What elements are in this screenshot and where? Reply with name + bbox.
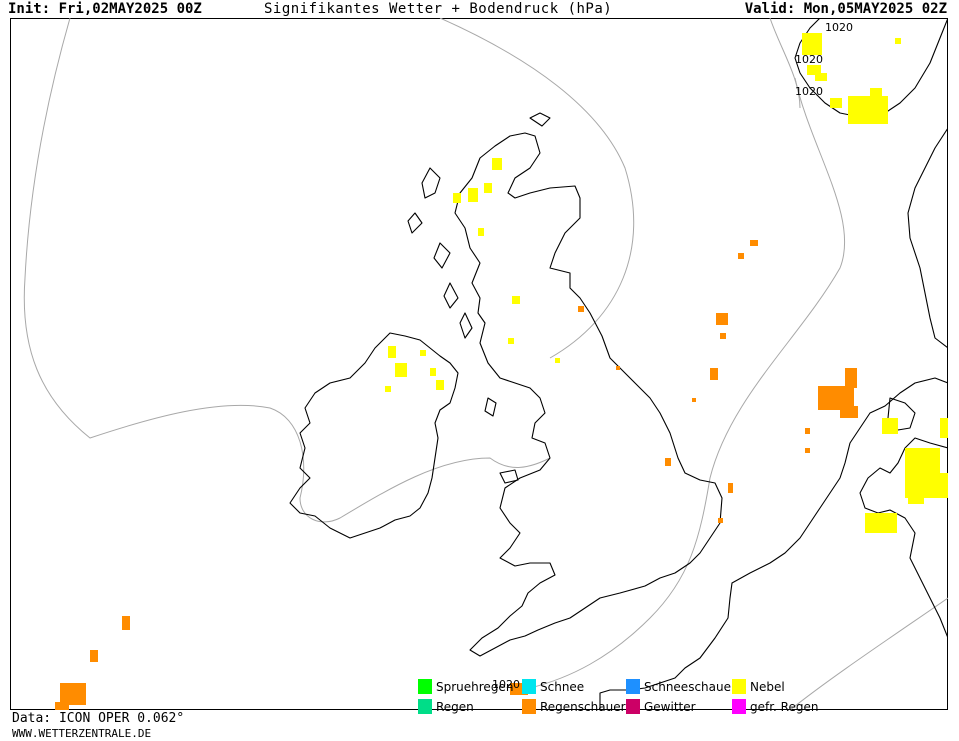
shower-patch: [728, 483, 733, 493]
shower-patch: [665, 458, 671, 466]
shower-areas: [55, 240, 858, 710]
fog-patch: [453, 193, 461, 203]
shower-patch: [805, 448, 810, 453]
anglesey-coast: [499, 469, 519, 484]
isle-of-man-coast: [484, 397, 497, 417]
fog-patch: [388, 346, 396, 358]
weather-map: 1020 1020 1020 1020: [10, 18, 948, 710]
init-time: Init: Fri,02MAY2025 00Z: [8, 1, 202, 17]
legend-label: Regen: [436, 700, 474, 714]
fog-patch: [468, 188, 478, 202]
island-coast: [433, 242, 451, 269]
fog-patch: [940, 418, 948, 438]
isobars: [23, 18, 948, 710]
legend-label: Regenschauer: [540, 700, 626, 714]
fog-patch: [848, 96, 888, 124]
legend-label: Spruehregen: [436, 680, 514, 694]
legend-swatch: [418, 679, 432, 694]
shower-patch: [578, 306, 584, 312]
isobar-line: [789, 597, 948, 710]
shower-patch: [840, 406, 858, 418]
shower-patch: [692, 398, 696, 402]
map-frame: [10, 18, 948, 710]
shower-patch: [716, 313, 728, 325]
fog-patch: [512, 296, 520, 304]
fog-patch: [908, 488, 924, 504]
fog-patch: [508, 338, 514, 344]
fog-patch: [865, 513, 897, 533]
shower-patch: [710, 368, 718, 380]
website-label: WWW.WETTERZENTRALE.DE: [12, 727, 152, 740]
fog-patch: [484, 183, 492, 193]
legend-swatch: [522, 679, 536, 694]
fog-patch: [555, 358, 560, 363]
isobar-line: [23, 18, 551, 523]
legend-label: Schneeschauer: [644, 680, 736, 694]
legend-swatch: [418, 699, 432, 714]
fog-patch: [928, 473, 948, 498]
map-title: Signifikantes Wetter + Bodendruck (hPa): [264, 1, 613, 17]
island-coast: [421, 167, 441, 199]
shower-patch: [718, 518, 723, 523]
fog-patch: [882, 418, 898, 434]
isobar-line: [439, 18, 635, 359]
norway-coast: [794, 18, 948, 119]
legend-label: Schnee: [540, 680, 585, 694]
great-britain-coast: [454, 132, 723, 657]
legend-label: Gewitter: [644, 700, 696, 714]
island-coast: [407, 212, 423, 234]
continent-coast: [599, 377, 948, 710]
data-source-label: Data: ICON OPER 0.062°: [12, 711, 185, 726]
isobar-labels: 1020 1020 1020 1020: [492, 21, 853, 691]
isobar-value-label: 1020: [492, 678, 520, 691]
legend-swatch: [732, 699, 746, 714]
isobar-value-label: 1020: [825, 21, 853, 34]
fog-patch: [802, 33, 822, 55]
shower-patch: [738, 253, 744, 259]
shower-patch: [616, 366, 620, 370]
legend-label: Nebel: [750, 680, 785, 694]
orkney-coast: [529, 112, 551, 127]
fog-patch: [478, 228, 484, 236]
sweden-coast: [907, 127, 948, 349]
fog-patch: [430, 368, 436, 376]
shower-patch: [750, 240, 758, 246]
shower-patch: [90, 650, 98, 662]
shower-patch: [845, 368, 857, 388]
legend-swatch: [626, 699, 640, 714]
fog-patch: [420, 350, 426, 356]
coastlines: [289, 18, 948, 710]
fog-patch: [385, 386, 391, 392]
fog-patch: [870, 88, 882, 98]
fog-patch: [436, 380, 444, 390]
shower-patch: [55, 702, 69, 710]
isobar-value-label: 1020: [795, 53, 823, 66]
shower-patch: [805, 428, 810, 434]
valid-time: Valid: Mon,05MAY2025 02Z: [744, 1, 947, 17]
fog-patch: [395, 363, 407, 377]
shower-patch: [122, 616, 130, 630]
isobar-value-label: 1020: [795, 85, 823, 98]
island-coast: [443, 282, 459, 309]
isobar-line: [529, 77, 846, 689]
legend-swatch: [732, 679, 746, 694]
isobar-line: [769, 18, 801, 109]
fog-patch: [492, 158, 502, 170]
legend-label: gefr. Regen: [750, 700, 819, 714]
shower-patch: [720, 333, 726, 339]
fog-areas: [385, 33, 948, 533]
island-coast: [459, 312, 473, 339]
fog-patch: [815, 73, 827, 81]
fog-patch: [895, 38, 901, 44]
shower-patch: [60, 683, 86, 705]
fog-patch: [807, 65, 821, 75]
legend-swatch: [626, 679, 640, 694]
ireland-coast: [289, 332, 459, 539]
fog-patch: [830, 98, 842, 108]
legend-swatch: [522, 699, 536, 714]
